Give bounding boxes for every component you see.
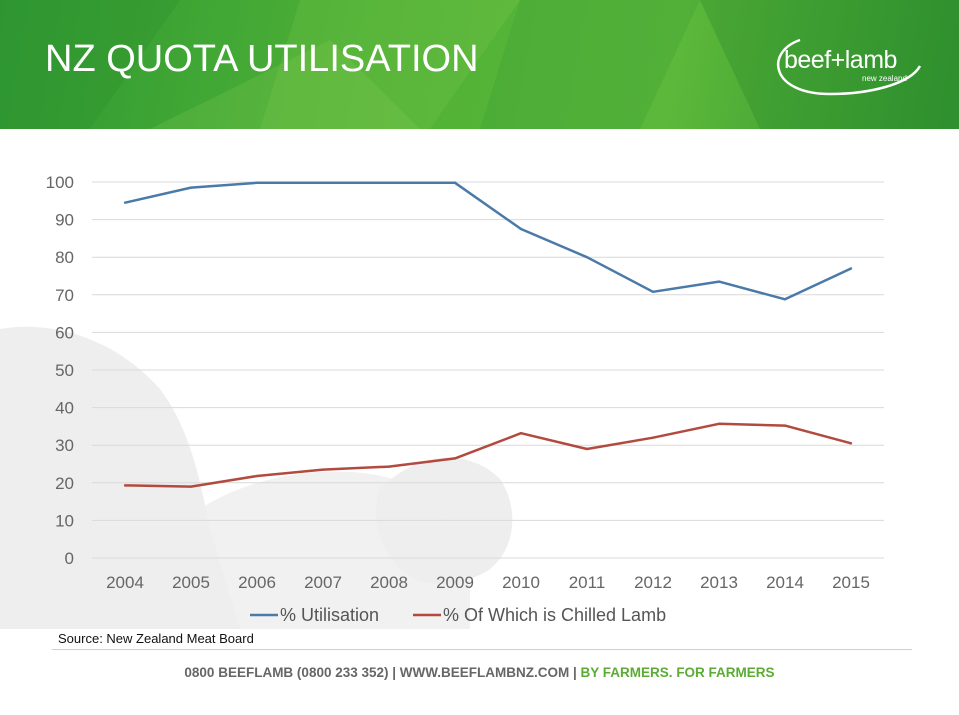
beef-lamb-logo: beef+lamb new zealand <box>770 32 930 102</box>
series-line-0 <box>124 181 852 301</box>
header-pattern <box>0 0 959 129</box>
legend-label: % Of Which is Chilled Lamb <box>443 605 666 625</box>
legend: % Utilisation % Of Which is Chilled Lamb <box>250 605 666 625</box>
y-tick-label: 50 <box>55 361 74 380</box>
y-axis-ticks: 0 10 20 30 40 50 60 70 80 90 100 <box>46 173 74 568</box>
y-tick-label: 30 <box>55 436 74 455</box>
data-point <box>519 431 523 435</box>
x-tick-label: 2010 <box>502 573 540 592</box>
x-tick-label: 2012 <box>634 573 672 592</box>
data-point <box>123 484 127 487</box>
data-point <box>321 468 325 471</box>
y-tick-label: 70 <box>55 286 74 305</box>
y-tick-label: 60 <box>55 323 74 342</box>
x-tick-label: 2005 <box>172 573 210 592</box>
data-point <box>651 436 655 439</box>
data-point <box>783 424 787 427</box>
data-point <box>255 181 259 184</box>
y-tick-label: 80 <box>55 248 74 267</box>
logo-wordmark: beef+lamb <box>784 46 897 74</box>
data-point <box>585 447 589 451</box>
data-point <box>783 298 787 301</box>
data-point <box>189 485 193 488</box>
data-point <box>321 181 325 184</box>
data-point <box>519 227 523 231</box>
data-point <box>387 465 391 468</box>
series-lines <box>123 181 853 488</box>
footer: 0800 BEEFLAMB (0800 233 352) | WWW.BEEFL… <box>0 665 959 680</box>
data-point <box>717 280 721 283</box>
x-tick-label: 2008 <box>370 573 408 592</box>
x-tick-label: 2015 <box>832 573 870 592</box>
data-point <box>651 290 655 293</box>
x-tick-label: 2007 <box>304 573 342 592</box>
legend-label: % Utilisation <box>280 605 379 625</box>
footer-divider <box>52 649 912 650</box>
page-title: NZ QUOTA UTILISATION <box>45 38 479 80</box>
logo-subtext: new zealand <box>862 74 907 83</box>
y-tick-label: 20 <box>55 474 74 493</box>
data-point <box>453 457 457 460</box>
data-point <box>255 474 259 478</box>
footer-contact: 0800 BEEFLAMB (0800 233 352) | WWW.BEEFL… <box>184 665 581 680</box>
x-tick-label: 2009 <box>436 573 474 592</box>
x-tick-label: 2014 <box>766 573 804 592</box>
footer-tagline: BY FARMERS. FOR FARMERS <box>580 665 775 680</box>
y-tick-label: 100 <box>46 173 74 192</box>
data-point <box>453 181 457 184</box>
y-tick-label: 40 <box>55 399 74 418</box>
header-banner: NZ QUOTA UTILISATION beef+lamb new zeala… <box>0 0 959 129</box>
x-tick-label: 2013 <box>700 573 738 592</box>
x-tick-label: 2011 <box>569 573 606 592</box>
x-tick-label: 2004 <box>106 573 144 592</box>
data-point <box>387 181 391 184</box>
y-tick-label: 0 <box>65 549 74 568</box>
y-tick-label: 10 <box>55 511 74 530</box>
data-point <box>585 256 589 259</box>
logo-swoosh-icon <box>776 38 922 96</box>
x-tick-label: 2006 <box>238 573 276 592</box>
data-point <box>849 442 853 445</box>
x-axis-ticks: 2004 2005 2006 2007 2008 2009 2010 2011 2012 2013… <box>106 573 870 592</box>
data-point <box>189 186 193 189</box>
data-point <box>849 267 853 270</box>
series-line-1 <box>124 422 852 488</box>
data-point <box>123 201 127 204</box>
source-note: Source: New Zealand Meat Board <box>58 631 254 646</box>
y-tick-label: 90 <box>55 211 74 230</box>
data-point <box>717 422 721 425</box>
